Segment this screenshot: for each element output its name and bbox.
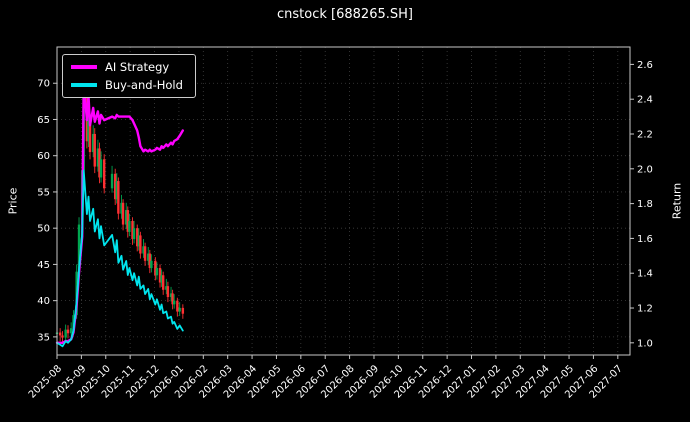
svg-text:1.0: 1.0 bbox=[637, 338, 653, 349]
svg-text:2.6: 2.6 bbox=[637, 60, 653, 71]
svg-text:55: 55 bbox=[37, 187, 50, 198]
svg-text:45: 45 bbox=[37, 260, 50, 271]
legend-item-buy-and-hold: Buy-and-Hold bbox=[71, 78, 183, 92]
y-axis-label-return: Return bbox=[670, 182, 684, 220]
svg-text:1.6: 1.6 bbox=[637, 234, 653, 245]
svg-text:1.8: 1.8 bbox=[637, 199, 653, 210]
svg-text:2.2: 2.2 bbox=[637, 130, 653, 141]
legend-label-ai-strategy: AI Strategy bbox=[105, 60, 170, 74]
y-axis-label-price: Price bbox=[6, 187, 20, 215]
svg-text:50: 50 bbox=[37, 224, 50, 235]
svg-text:65: 65 bbox=[37, 115, 50, 126]
chart-title: cnstock [688265.SH] bbox=[277, 7, 413, 22]
svg-text:2.4: 2.4 bbox=[637, 95, 653, 106]
svg-text:70: 70 bbox=[37, 79, 50, 90]
svg-text:35: 35 bbox=[37, 332, 50, 343]
buy-and-hold-line-swatch bbox=[71, 83, 97, 87]
legend-label-buy-and-hold: Buy-and-Hold bbox=[105, 78, 183, 92]
legend: AI Strategy Buy-and-Hold bbox=[62, 54, 196, 98]
legend-item-ai-strategy: AI Strategy bbox=[71, 60, 183, 74]
candles-layer bbox=[55, 65, 185, 344]
svg-text:1.2: 1.2 bbox=[637, 304, 653, 315]
grid-layer bbox=[56, 47, 630, 355]
axes-layer: 2025-082025-092025-102025-112025-122026-… bbox=[27, 46, 653, 401]
svg-text:1.4: 1.4 bbox=[637, 269, 653, 280]
series-layer bbox=[55, 80, 185, 348]
svg-text:40: 40 bbox=[37, 296, 50, 307]
svg-text:60: 60 bbox=[37, 151, 50, 162]
ai-strategy-line-swatch bbox=[71, 65, 97, 69]
svg-text:2.0: 2.0 bbox=[637, 164, 653, 175]
